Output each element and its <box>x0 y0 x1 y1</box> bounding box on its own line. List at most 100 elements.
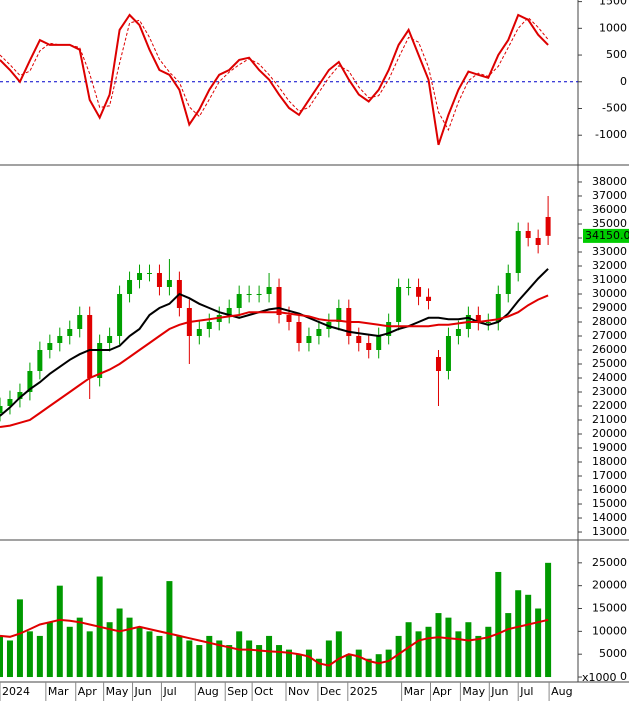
volume-bar <box>216 640 223 678</box>
y-tick-label: 32000 <box>592 259 627 272</box>
candle-body <box>7 399 13 407</box>
candle-body <box>17 392 23 400</box>
candle-body <box>47 342 53 350</box>
y-tick-label: 18000 <box>592 455 627 468</box>
volume-bar <box>156 635 163 678</box>
indicator-line <box>0 268 549 417</box>
candle-body <box>505 272 511 294</box>
candle-body <box>475 314 481 322</box>
y-tick-label: 500 <box>606 48 627 61</box>
volume-bar <box>325 640 332 678</box>
x-tick-label: Mar <box>48 685 69 698</box>
y-tick-label: 17000 <box>592 469 627 482</box>
y-tick-label: 15000 <box>592 497 627 510</box>
y-tick-label: 26000 <box>592 343 627 356</box>
candle-body <box>226 307 232 315</box>
candle-body <box>87 314 93 379</box>
volume-bar <box>76 617 83 678</box>
volume-bar <box>206 635 213 678</box>
x-tick-label: 2024 <box>2 685 30 698</box>
volume-bar <box>355 649 362 678</box>
candle-body <box>206 321 212 329</box>
candle-body <box>535 237 541 245</box>
volume-bar <box>495 571 502 678</box>
volume-bar <box>166 581 173 678</box>
volume-bar <box>435 613 442 678</box>
y-tick-label: 21000 <box>592 413 627 426</box>
volume-bar <box>36 635 43 678</box>
y-tick-label: 16000 <box>592 483 627 496</box>
candle-body <box>57 335 63 343</box>
x-tick-label: Aug <box>551 685 572 698</box>
candle-body <box>0 406 3 414</box>
volume-bar <box>186 640 193 678</box>
x-tick-label: May <box>106 685 129 698</box>
indicator-line <box>0 13 549 146</box>
candle-body <box>306 335 312 343</box>
y-tick-label: 38000 <box>592 175 627 188</box>
candle-body <box>416 286 422 297</box>
volume-bar <box>335 631 342 678</box>
volume-bar <box>305 649 312 678</box>
candle-body <box>445 335 451 372</box>
volume-bar <box>345 654 352 678</box>
volume-bar <box>136 626 143 678</box>
x-tick-label: Oct <box>254 685 274 698</box>
volume-bar <box>515 590 522 678</box>
volume-bar <box>0 635 3 678</box>
x-tick-label: Jul <box>162 685 176 698</box>
volume-bar <box>176 635 183 678</box>
volume-bar <box>445 617 452 678</box>
y-tick-label: 1500 <box>599 0 627 8</box>
y-tick-label: -500 <box>602 101 627 114</box>
x-tick-label: Sep <box>227 685 248 698</box>
volume-bar <box>236 631 243 678</box>
candle-body <box>366 342 372 350</box>
x-tick-label: May <box>462 685 485 698</box>
volume-bar <box>455 631 462 678</box>
y-tick-label: 5000 <box>599 647 627 660</box>
y-tick-label: 0 <box>620 75 627 88</box>
unit-label: x1000 <box>582 671 617 684</box>
candle-body <box>485 321 491 323</box>
candle-body <box>97 342 103 379</box>
y-tick-label: 22000 <box>592 399 627 412</box>
volume-bar <box>405 622 412 678</box>
candle-body <box>146 272 152 274</box>
y-tick-label: 10000 <box>592 624 627 637</box>
candle-body <box>137 272 143 280</box>
y-tick-label: 15000 <box>592 602 627 615</box>
volume-bar <box>525 594 532 678</box>
volume-bar <box>116 608 123 678</box>
candle-body <box>77 314 83 329</box>
candle-body <box>376 335 382 350</box>
candle-body <box>286 314 292 322</box>
y-tick-label: 35000 <box>592 217 627 230</box>
candle-body <box>256 293 262 295</box>
volume-bar <box>295 654 302 678</box>
indicator-line <box>0 618 549 667</box>
candle-body <box>27 371 33 393</box>
volume-bar <box>256 645 263 678</box>
candle-body <box>156 272 162 287</box>
candle-body <box>37 349 43 372</box>
y-tick-label: 19000 <box>592 441 627 454</box>
indicator-line <box>0 16 549 132</box>
x-tick-label: Mar <box>404 685 425 698</box>
candle-body <box>426 296 432 301</box>
y-tick-label: 28000 <box>592 315 627 328</box>
candle-body <box>495 293 501 322</box>
candle-body <box>455 328 461 336</box>
volume-bar <box>226 645 233 678</box>
volume-bar <box>315 658 322 678</box>
volume-bar <box>395 635 402 678</box>
y-tick-label: 14000 <box>592 511 627 524</box>
candle-body <box>236 293 242 308</box>
candle-body <box>356 335 362 343</box>
volume-bar <box>66 626 73 678</box>
volume-bar <box>106 622 113 678</box>
volume-bar <box>16 599 23 678</box>
y-tick-label: 31000 <box>592 273 627 286</box>
y-tick-label: 23000 <box>592 385 627 398</box>
candle-body <box>336 307 342 322</box>
